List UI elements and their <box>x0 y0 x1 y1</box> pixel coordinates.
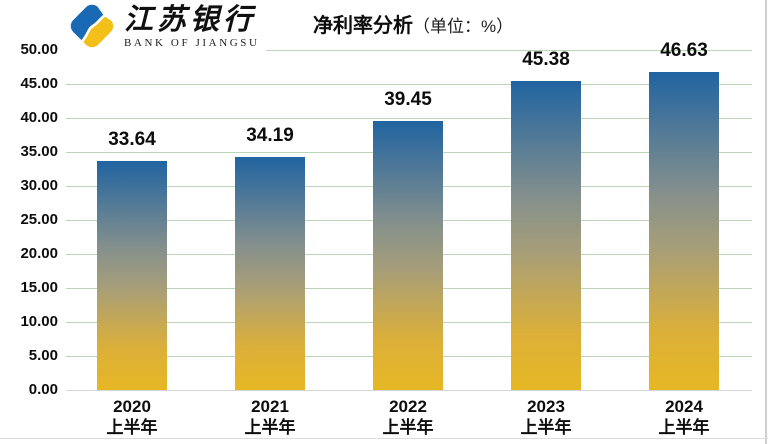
y-axis-tick: 50.00 <box>20 40 58 58</box>
y-axis-tick: 5.00 <box>28 346 58 364</box>
bank-name-english: BANK OF JIANGSU <box>124 37 260 49</box>
x-axis-baseline <box>66 390 752 391</box>
x-axis-label-period: 上半年 <box>106 418 158 437</box>
chart-title-text: 净利率分析 <box>313 15 413 37</box>
gridline <box>66 83 752 85</box>
y-axis-tick: 20.00 <box>20 244 58 262</box>
y-axis-tick: 25.00 <box>20 210 58 228</box>
y-axis-tick: 0.00 <box>28 381 58 398</box>
gridline <box>66 117 752 119</box>
x-axis-label-year: 2022 <box>389 397 427 416</box>
x-axis-label-period: 上半年 <box>244 418 296 437</box>
x-axis-label: 2024 上半年 <box>659 396 710 438</box>
bar-value-label: 33.64 <box>108 128 156 150</box>
bar <box>97 160 167 390</box>
bar-value-label: 34.19 <box>246 125 294 147</box>
y-axis-tick: 30.00 <box>20 176 58 194</box>
y-axis-tick: 15.00 <box>20 278 58 296</box>
x-axis-label: 2022 上半年 <box>383 396 434 438</box>
bar <box>373 121 443 390</box>
bar-value-label: 39.45 <box>384 89 432 111</box>
y-axis-tick: 45.00 <box>20 74 58 92</box>
x-axis-label-year: 2020 <box>113 397 151 416</box>
y-axis-tick: 10.00 <box>20 312 58 330</box>
y-axis-tick: 40.00 <box>20 108 58 126</box>
bar <box>511 80 581 390</box>
y-axis-tick: 35.00 <box>20 142 58 160</box>
x-axis-label: 2021 上半年 <box>245 396 296 438</box>
x-axis-label-year: 2023 <box>527 397 565 416</box>
bar <box>649 72 719 390</box>
window-bottom-border <box>0 438 768 439</box>
bar <box>235 157 305 390</box>
bank-name-block: 江苏银行 BANK OF JIANGSU <box>124 0 260 49</box>
x-axis-label-year: 2024 <box>665 397 703 416</box>
x-axis-label-period: 上半年 <box>382 418 434 437</box>
bar-value-label: 45.38 <box>522 48 570 70</box>
window-right-border <box>765 0 767 444</box>
chart-title: 净利率分析（单位：%） <box>313 9 514 38</box>
gridline <box>66 49 752 51</box>
x-axis-label-period: 上半年 <box>658 418 710 437</box>
x-axis-label-year: 2021 <box>251 397 289 416</box>
x-axis-label: 2020 上半年 <box>107 396 158 438</box>
bank-of-jiangsu-logo-icon <box>67 1 117 51</box>
bank-name-chinese: 江苏银行 <box>124 4 257 36</box>
bank-logo-block: 江苏银行 BANK OF JIANGSU <box>62 0 266 54</box>
x-axis-label-period: 上半年 <box>520 418 572 437</box>
bar-value-label: 46.63 <box>660 40 708 62</box>
chart-title-unit: （单位：%） <box>413 17 514 36</box>
x-axis-label: 2023 上半年 <box>521 396 572 438</box>
